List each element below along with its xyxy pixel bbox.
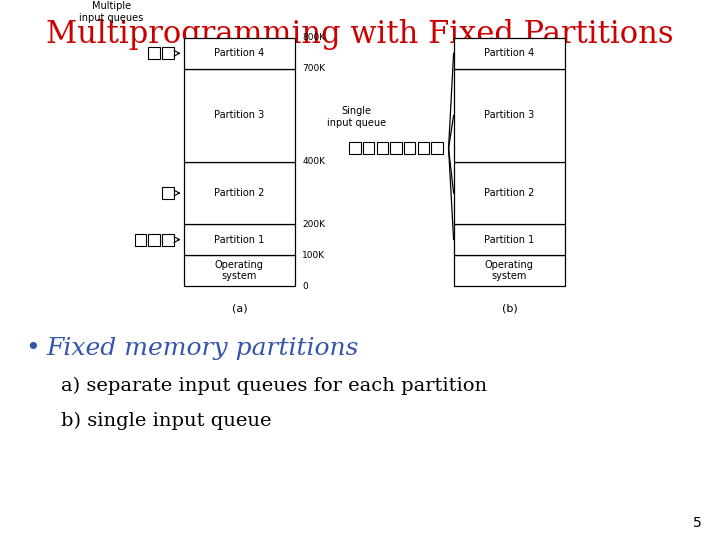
Bar	[148, 234, 160, 246]
Bar	[162, 48, 174, 59]
Bar	[162, 187, 174, 199]
Text: Partition 1: Partition 1	[215, 234, 264, 245]
Bar	[377, 143, 388, 154]
Bar	[184, 69, 295, 162]
Text: Fixed memory partitions: Fixed memory partitions	[47, 337, 359, 360]
Bar	[454, 224, 565, 255]
Bar	[162, 234, 174, 246]
Bar	[363, 143, 374, 154]
Text: •: •	[25, 337, 40, 360]
Bar	[184, 38, 295, 69]
Text: 0: 0	[302, 282, 308, 291]
Text: 5: 5	[693, 516, 702, 530]
Text: Partition 1: Partition 1	[485, 234, 534, 245]
Text: 400K: 400K	[302, 158, 325, 166]
Text: Operating
system: Operating system	[485, 260, 534, 281]
Text: b) single input queue: b) single input queue	[61, 412, 271, 430]
Bar	[454, 255, 565, 286]
Bar	[184, 255, 295, 286]
Bar	[404, 143, 415, 154]
Bar	[454, 162, 565, 224]
Text: 100K: 100K	[302, 251, 325, 260]
Bar	[431, 143, 443, 154]
Text: Multiple
input queues: Multiple input queues	[79, 1, 144, 23]
Text: Partition 4: Partition 4	[485, 48, 534, 58]
Text: 200K: 200K	[302, 220, 325, 228]
Bar	[454, 38, 565, 69]
Text: (a): (a)	[232, 303, 247, 314]
Text: Partition 3: Partition 3	[485, 110, 534, 120]
Text: 800K: 800K	[302, 33, 325, 42]
Text: a) separate input queues for each partition: a) separate input queues for each partit…	[61, 377, 487, 395]
Text: Multiprogramming with Fixed Partitions: Multiprogramming with Fixed Partitions	[46, 19, 674, 50]
Text: Partition 2: Partition 2	[215, 188, 264, 198]
Bar	[135, 234, 146, 246]
Bar	[390, 143, 402, 154]
Text: (b): (b)	[502, 303, 517, 314]
Bar	[418, 143, 429, 154]
Bar	[454, 69, 565, 162]
Bar	[349, 143, 361, 154]
Text: 700K: 700K	[302, 64, 325, 73]
Text: Partition 2: Partition 2	[485, 188, 534, 198]
Bar	[148, 48, 160, 59]
Text: Operating
system: Operating system	[215, 260, 264, 281]
Bar	[184, 162, 295, 224]
Bar	[184, 224, 295, 255]
Text: Partition 3: Partition 3	[215, 110, 264, 120]
Text: Single
input queue: Single input queue	[327, 106, 386, 128]
Text: Partition 4: Partition 4	[215, 48, 264, 58]
